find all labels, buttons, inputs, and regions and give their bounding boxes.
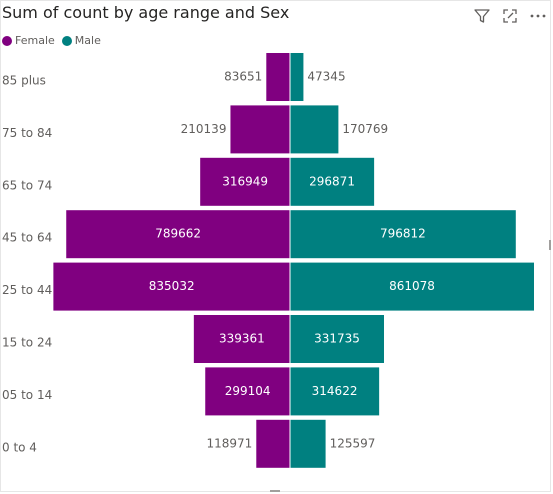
bar-female-3[interactable] — [66, 210, 290, 259]
resize-handle-bottom[interactable] — [270, 490, 280, 492]
bar-male-1[interactable] — [290, 105, 339, 154]
bar-female-5[interactable] — [193, 315, 290, 363]
bar-male-2[interactable] — [290, 157, 375, 206]
bar-female-7[interactable] — [256, 419, 290, 468]
data-label-female-0: 83651 — [224, 70, 262, 84]
legend-item-female[interactable]: Female — [2, 34, 55, 47]
data-label-female-5: 339361 — [219, 332, 265, 346]
data-label-male-3: 796812 — [380, 227, 426, 241]
category-label-4: 25 to 44 — [2, 283, 52, 297]
bar-male-5[interactable] — [290, 315, 385, 363]
bar-female-2[interactable] — [200, 157, 290, 206]
data-label-male-6: 314622 — [312, 384, 358, 398]
data-label-female-2: 316949 — [222, 174, 268, 188]
category-label-0: 85 plus — [2, 74, 46, 88]
legend-swatch-female — [2, 35, 12, 46]
data-label-male-2: 296871 — [309, 174, 355, 188]
bar-female-6[interactable] — [205, 367, 290, 416]
bar-female-1[interactable] — [230, 105, 290, 154]
focus-mode-icon[interactable] — [501, 7, 519, 25]
legend-item-male[interactable]: Male — [61, 34, 101, 47]
data-label-female-3: 789662 — [155, 227, 201, 241]
chart-title: Sum of count by age range and Sex — [2, 3, 290, 22]
data-label-female-6: 299104 — [225, 384, 271, 398]
category-label-2: 65 to 74 — [2, 178, 52, 192]
bar-female-0[interactable] — [266, 53, 290, 101]
category-label-6: 05 to 14 — [2, 388, 52, 402]
legend-label-male: Male — [74, 34, 101, 47]
category-label-1: 75 to 84 — [2, 126, 52, 140]
visual-toolbar — [473, 7, 547, 25]
data-label-female-1: 210139 — [181, 122, 227, 136]
data-label-male-5: 331735 — [314, 332, 360, 346]
bar-female-4[interactable] — [53, 262, 291, 311]
category-label-3: 45 to 64 — [2, 231, 52, 245]
chart-legend: Female Male — [2, 34, 104, 47]
bar-male-7[interactable] — [290, 419, 326, 468]
legend-swatch-male — [61, 35, 72, 46]
category-label-7: 0 to 4 — [2, 440, 37, 454]
data-label-female-4: 835032 — [149, 279, 195, 293]
legend-label-female: Female — [15, 34, 55, 47]
filter-icon[interactable] — [473, 7, 491, 25]
data-label-male-0: 47345 — [307, 70, 345, 84]
data-label-male-7: 125597 — [330, 436, 376, 450]
more-options-icon[interactable] — [529, 7, 547, 25]
bar-male-4[interactable] — [290, 262, 534, 311]
data-label-male-4: 861078 — [389, 279, 435, 293]
category-label-5: 15 to 24 — [2, 336, 52, 350]
bar-male-0[interactable] — [290, 53, 304, 101]
data-label-male-1: 170769 — [342, 122, 388, 136]
resize-handle-right[interactable] — [549, 240, 551, 250]
bar-male-6[interactable] — [290, 367, 380, 416]
bar-male-3[interactable] — [290, 210, 516, 259]
data-label-female-7: 118971 — [206, 436, 252, 450]
